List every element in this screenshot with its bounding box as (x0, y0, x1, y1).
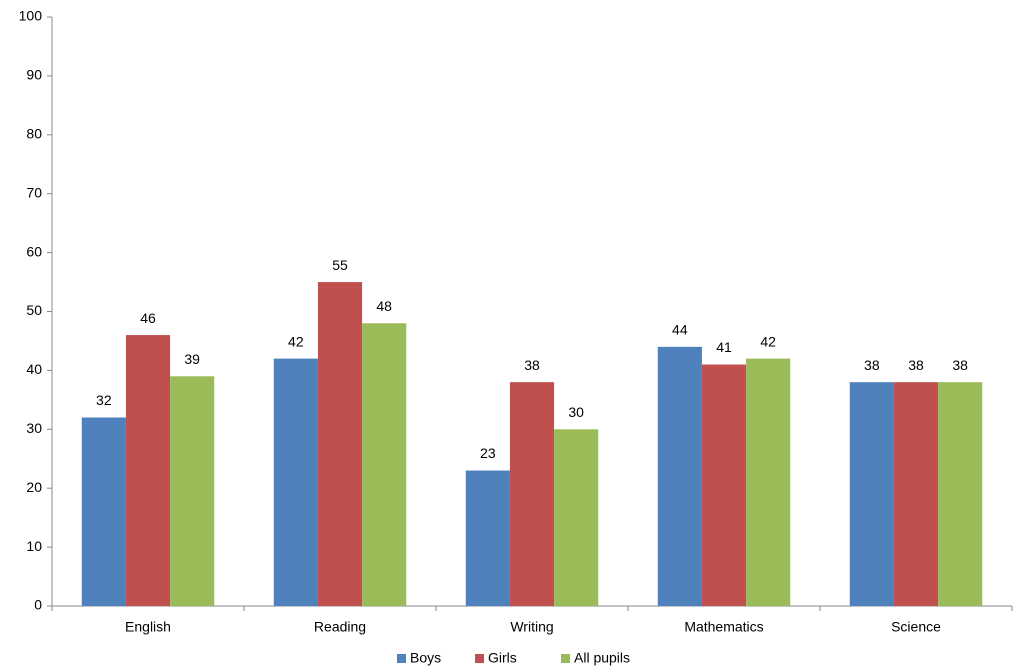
y-tick-label: 100 (19, 8, 43, 24)
bar (317, 282, 363, 606)
y-tick-label: 10 (26, 538, 42, 554)
bar (362, 323, 407, 606)
value-label: 46 (140, 310, 156, 326)
bar (465, 470, 510, 606)
bar (657, 346, 702, 606)
bar (701, 364, 747, 606)
legend-label: Girls (488, 650, 517, 666)
bar (893, 382, 939, 606)
value-label: 41 (716, 339, 732, 355)
legend-swatch (475, 654, 484, 663)
value-label: 44 (672, 322, 688, 338)
bar (849, 382, 894, 606)
bar (125, 335, 171, 606)
bar (554, 429, 599, 606)
value-label: 42 (288, 333, 304, 349)
y-tick-label: 80 (26, 126, 42, 142)
value-label: 38 (864, 357, 880, 373)
value-label: 48 (376, 298, 392, 314)
bar (509, 382, 555, 606)
value-label: 38 (524, 357, 540, 373)
y-tick-label: 40 (26, 361, 42, 377)
value-label: 42 (760, 333, 776, 349)
y-tick-label: 30 (26, 420, 42, 436)
y-tick-label: 50 (26, 302, 42, 318)
legend-swatch (561, 654, 570, 663)
bar (81, 417, 126, 606)
legend-label: All pupils (574, 650, 630, 666)
bar (938, 382, 983, 606)
x-tick-label: Mathematics (684, 619, 763, 635)
bar (170, 376, 215, 606)
value-label: 38 (952, 357, 968, 373)
value-label: 32 (96, 392, 112, 408)
x-tick-label: Writing (510, 619, 553, 635)
legend-label: Boys (410, 650, 441, 666)
bar (746, 358, 791, 606)
y-tick-label: 20 (26, 479, 42, 495)
value-label: 55 (332, 257, 348, 273)
value-label: 23 (480, 445, 496, 461)
value-label: 39 (184, 351, 200, 367)
y-tick-label: 0 (34, 597, 42, 613)
x-tick-label: Reading (314, 619, 366, 635)
legend-swatch (397, 654, 406, 663)
y-tick-label: 70 (26, 184, 42, 200)
value-label: 38 (908, 357, 924, 373)
bar (273, 358, 318, 606)
x-tick-label: English (125, 619, 171, 635)
y-tick-label: 90 (26, 67, 42, 83)
x-tick-label: Science (891, 619, 941, 635)
value-label: 30 (568, 404, 584, 420)
y-tick-label: 60 (26, 243, 42, 259)
